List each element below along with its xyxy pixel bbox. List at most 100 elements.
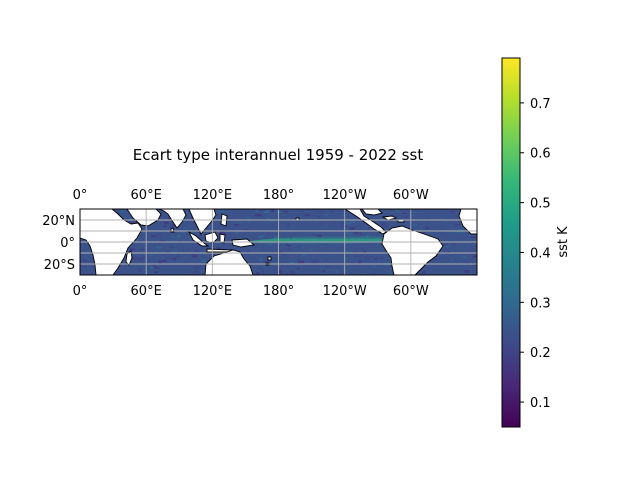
field-cell xyxy=(228,226,235,228)
field-cell xyxy=(139,267,142,270)
field-cell xyxy=(320,267,324,270)
field-cell xyxy=(139,240,144,243)
colorbar-gradient xyxy=(502,58,520,427)
field-cell xyxy=(172,245,176,247)
field-cell xyxy=(439,261,443,264)
field-cell xyxy=(446,255,453,258)
field-cell xyxy=(432,257,437,261)
field-cell xyxy=(361,270,366,272)
field-cell xyxy=(331,211,335,214)
colorbar-label: sst K xyxy=(556,226,571,258)
field-cell xyxy=(354,255,361,257)
field-cell xyxy=(194,265,200,268)
field-cell xyxy=(133,256,138,260)
field-cell xyxy=(361,247,364,250)
field-cell xyxy=(387,272,393,275)
field-cell xyxy=(156,245,159,248)
field-cell xyxy=(256,272,260,274)
field-cell xyxy=(425,227,430,230)
chart-title: Ecart type interannuel 1959 - 2022 sst xyxy=(133,146,424,164)
field-cell xyxy=(224,219,231,222)
field-cell xyxy=(350,262,354,265)
field-cell xyxy=(343,258,349,260)
field-cell xyxy=(274,246,278,248)
field-cell xyxy=(176,262,180,264)
field-cell xyxy=(191,266,196,268)
field-cell xyxy=(421,273,425,275)
field-cell xyxy=(349,227,355,230)
field-cell xyxy=(187,248,190,250)
field-cell xyxy=(354,216,360,219)
field-cell xyxy=(349,229,352,231)
colorbar-frame xyxy=(501,57,521,428)
field-cell xyxy=(261,209,265,211)
field-cell xyxy=(472,258,477,261)
land-south-america xyxy=(381,225,444,275)
field-cell xyxy=(381,222,386,226)
equatorial-pacific-anomaly xyxy=(250,235,392,245)
field-cell xyxy=(322,216,326,219)
field-cell xyxy=(261,248,267,250)
field-cell xyxy=(412,225,416,228)
field-cell xyxy=(181,249,185,251)
field-cell xyxy=(277,270,283,273)
field-cell xyxy=(260,237,266,240)
field-cell xyxy=(341,213,344,217)
field-cell xyxy=(160,249,164,252)
field-cell xyxy=(464,270,470,273)
field-cell xyxy=(443,216,449,219)
field-cell xyxy=(149,242,153,244)
lon-labels-top: 0° 60°E 120°E 180° 120°W 60°W xyxy=(73,188,429,203)
field-cell xyxy=(218,210,225,213)
field-cell xyxy=(385,257,389,258)
field-cell xyxy=(411,221,414,224)
field-cell xyxy=(473,239,477,242)
field-cell xyxy=(462,256,466,258)
field-cell xyxy=(155,251,159,253)
field-cell xyxy=(314,259,319,263)
land-madagascar xyxy=(125,250,133,266)
colorbar-tick-label: 0.2 xyxy=(530,346,551,361)
field-cell xyxy=(163,221,169,224)
field-cell xyxy=(295,245,302,248)
field-cell xyxy=(165,250,170,254)
field-cell xyxy=(347,226,351,228)
map-gridlines xyxy=(80,209,477,275)
colorbar-ticks: 0.1 0.2 0.3 0.4 0.5 0.6 0.7 xyxy=(520,97,551,411)
field-cell xyxy=(432,231,436,234)
field-cell xyxy=(369,256,375,258)
field-cell xyxy=(290,270,293,274)
field-cell xyxy=(159,243,163,245)
field-cell xyxy=(322,231,325,233)
field-cell xyxy=(179,260,183,263)
field-cell xyxy=(202,250,207,252)
field-cell xyxy=(178,240,181,243)
field-cell xyxy=(174,249,179,253)
field-cell xyxy=(149,253,153,257)
field-cell xyxy=(168,226,173,228)
field-cell xyxy=(171,236,175,239)
field-cell xyxy=(141,255,147,258)
field-cell xyxy=(285,244,291,247)
field-cell xyxy=(450,259,455,262)
field-cell xyxy=(135,258,139,260)
field-cell xyxy=(284,211,288,213)
field-cell xyxy=(308,248,314,252)
field-cell xyxy=(380,256,384,260)
field-cell xyxy=(375,254,380,256)
field-cell xyxy=(394,210,400,212)
field-cell xyxy=(323,213,329,217)
field-cell xyxy=(219,221,223,224)
field-cell xyxy=(187,273,191,275)
field-cell xyxy=(454,214,458,217)
colorbar-tick-label: 0.4 xyxy=(530,246,551,261)
field-cell xyxy=(276,212,280,215)
field-cell xyxy=(473,252,476,255)
lon-label-bottom: 60°W xyxy=(393,284,429,299)
field-cell xyxy=(346,227,350,231)
field-cell xyxy=(279,250,282,254)
field-cell xyxy=(271,262,275,264)
field-cell xyxy=(287,223,290,227)
lon-label-bottom: 180° xyxy=(263,284,294,299)
field-cell xyxy=(350,220,356,223)
